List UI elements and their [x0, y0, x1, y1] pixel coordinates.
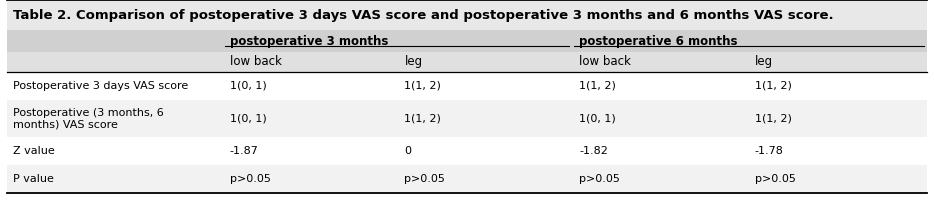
- Text: 1(1, 2): 1(1, 2): [579, 81, 616, 91]
- Text: Table 2. Comparison of postoperative 3 days VAS score and postoperative 3 months: Table 2. Comparison of postoperative 3 d…: [13, 8, 834, 21]
- Text: -1.78: -1.78: [755, 146, 784, 156]
- Text: p>0.05: p>0.05: [404, 174, 446, 184]
- Text: leg: leg: [755, 55, 772, 68]
- Text: postoperative 3 months: postoperative 3 months: [230, 34, 389, 47]
- Bar: [7, 30, 222, 52]
- Text: p>0.05: p>0.05: [755, 174, 796, 184]
- Text: 1(1, 2): 1(1, 2): [404, 81, 441, 91]
- Text: p>0.05: p>0.05: [230, 174, 271, 184]
- Text: low back: low back: [579, 55, 631, 68]
- Bar: [7, 52, 927, 72]
- Bar: [7, 30, 927, 52]
- Text: 1(1, 2): 1(1, 2): [755, 81, 791, 91]
- Text: -1.87: -1.87: [230, 146, 259, 156]
- Bar: [7, 0, 927, 30]
- Text: 1(0, 1): 1(0, 1): [230, 113, 266, 123]
- Text: P value: P value: [13, 174, 54, 184]
- Bar: [7, 100, 927, 137]
- Text: -1.82: -1.82: [579, 146, 608, 156]
- Text: 1(0, 1): 1(0, 1): [230, 81, 266, 91]
- Text: low back: low back: [230, 55, 282, 68]
- Text: p>0.05: p>0.05: [579, 174, 620, 184]
- Text: leg: leg: [404, 55, 422, 68]
- Text: 0: 0: [404, 146, 411, 156]
- Text: 1(1, 2): 1(1, 2): [755, 113, 791, 123]
- Bar: [572, 30, 927, 52]
- Text: Postoperative 3 days VAS score: Postoperative 3 days VAS score: [13, 81, 189, 91]
- Text: 1(1, 2): 1(1, 2): [404, 113, 441, 123]
- Bar: [222, 30, 572, 52]
- Bar: [7, 137, 927, 165]
- Text: postoperative 6 months: postoperative 6 months: [579, 34, 738, 47]
- Bar: [7, 165, 927, 193]
- Bar: [7, 72, 927, 100]
- Text: Z value: Z value: [13, 146, 55, 156]
- Text: 1(0, 1): 1(0, 1): [579, 113, 616, 123]
- Text: Postoperative (3 months, 6
months) VAS score: Postoperative (3 months, 6 months) VAS s…: [13, 108, 163, 129]
